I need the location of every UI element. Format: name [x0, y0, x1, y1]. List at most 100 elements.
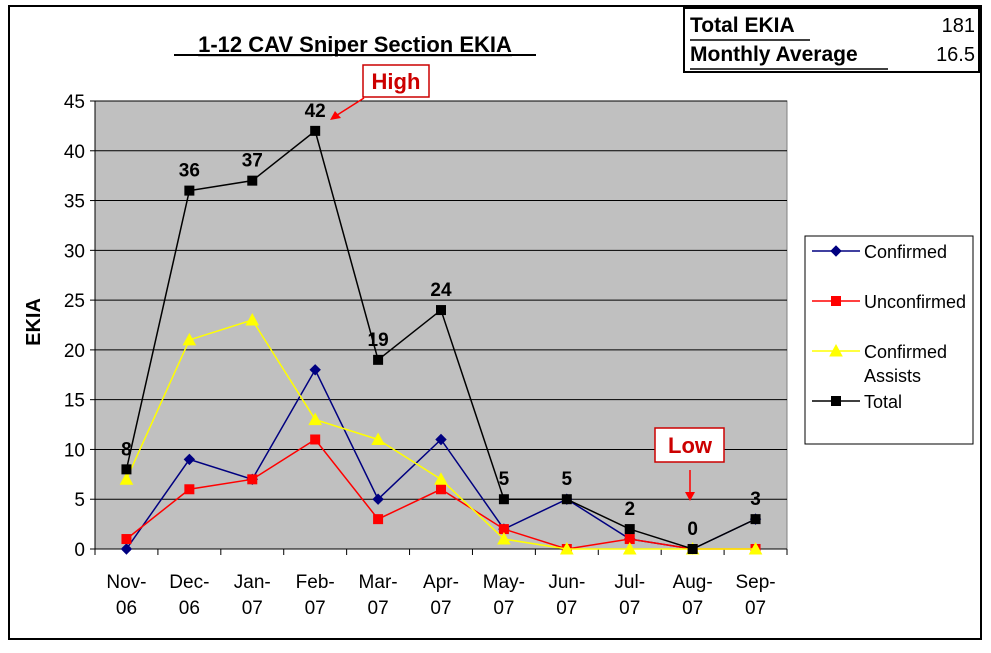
y-tick-label: 0: [74, 540, 85, 561]
legend-marker: [829, 343, 843, 357]
data-point: [687, 544, 698, 554]
data-point: [120, 543, 133, 555]
legend: [804, 235, 974, 445]
data-point: [624, 524, 635, 535]
data-point: [561, 494, 572, 505]
high-callout-arrow: [333, 97, 365, 118]
y-tick-label: 45: [64, 92, 85, 113]
legend-label: Total: [864, 392, 902, 412]
data-point: [750, 514, 761, 525]
legend-label: Unconfirmed: [864, 292, 966, 312]
data-point: [435, 433, 447, 446]
data-point: [309, 364, 321, 376]
x-tick-label: 07: [430, 598, 451, 619]
high-callout-text: High: [372, 69, 421, 94]
x-tick-label: Mar-: [359, 572, 398, 593]
x-tick-label: 07: [493, 598, 514, 619]
high-arrow-head: [330, 111, 341, 120]
x-tick-label: 07: [368, 598, 389, 619]
y-tick-label: 40: [64, 142, 85, 163]
x-tick-label: 06: [116, 598, 137, 619]
data-point: [119, 472, 134, 485]
data-point: [121, 464, 132, 475]
total-data-label: 24: [430, 280, 452, 301]
y-tick-label: 35: [64, 192, 85, 213]
data-point: [310, 434, 321, 445]
monthly-average-label: Monthly Average: [690, 43, 858, 66]
data-point: [247, 474, 258, 485]
x-tick-label: 07: [556, 598, 577, 619]
data-point: [371, 432, 385, 445]
legend-marker: [831, 296, 841, 306]
total-data-label: 5: [499, 469, 510, 490]
data-point: [183, 453, 196, 466]
x-tick-label: Sep-: [735, 572, 775, 593]
data-point: [247, 175, 258, 186]
x-tick-label: 07: [242, 598, 263, 619]
total-data-label: 5: [562, 469, 573, 490]
y-tick-label: 5: [74, 490, 85, 511]
gridlines: [95, 100, 787, 500]
monthly-average-value: 16.5: [936, 44, 975, 66]
axes: 051015202530354045Nov-06Dec-06Jan-07Feb-…: [64, 92, 788, 619]
data-point: [559, 541, 574, 555]
data-point: [184, 185, 195, 196]
x-tick-label: Jul-: [614, 572, 645, 593]
total-data-label: 42: [305, 101, 326, 122]
data-point: [498, 494, 509, 505]
legend-items: Confirmed Unconfirmed Confirmed Assists Tota…: [812, 242, 966, 412]
data-point: [436, 484, 446, 495]
total-ekia-label: Total EKIA: [690, 14, 795, 37]
x-tick-label: 07: [305, 598, 326, 619]
x-tick-label: 07: [619, 598, 640, 619]
y-tick-label: 10: [64, 440, 85, 461]
data-point: [245, 312, 260, 326]
high-callout-box: [362, 64, 430, 98]
data-point: [748, 541, 763, 555]
x-tick-label: May-: [483, 572, 525, 593]
x-tick-label: 06: [179, 598, 200, 619]
data-point: [182, 332, 197, 346]
data-point: [434, 472, 448, 485]
data-point: [372, 493, 384, 505]
y-tick-label: 15: [64, 391, 85, 412]
legend-label: Confirmed: [864, 242, 947, 262]
y-axis-label: EKIA: [23, 298, 45, 346]
x-tick-label: 07: [682, 598, 703, 619]
y-tick-label: 20: [64, 341, 85, 362]
data-point: [436, 305, 446, 316]
x-tick-label: 07: [745, 598, 766, 619]
x-tick-label: Aug-: [673, 572, 713, 593]
legend-marker: [831, 396, 841, 406]
series-total: [121, 125, 761, 554]
legend-label: Confirmed: [864, 342, 947, 362]
data-point: [373, 354, 384, 365]
x-tick-label: Jan-: [234, 572, 271, 593]
x-tick-label: Feb-: [296, 572, 335, 593]
data-point: [373, 514, 384, 525]
data-point: [497, 532, 511, 545]
x-tick-label: Apr-: [423, 572, 459, 593]
low-arrow-head: [685, 492, 695, 501]
low-callout-box: [654, 427, 725, 463]
total-data-label: 19: [368, 330, 389, 351]
total-data-label: 3: [750, 489, 761, 510]
total-data-label: 37: [242, 151, 263, 172]
legend-marker: [830, 245, 842, 257]
y-tick-label: 30: [64, 241, 85, 262]
data-point: [121, 534, 132, 545]
legend-label: Assists: [864, 366, 921, 386]
chart-title: 1-12 CAV Sniper Section EKIA: [198, 32, 512, 57]
total-data-label: 0: [687, 519, 698, 540]
y-tick-label: 25: [64, 291, 85, 312]
total-data-label: 8: [121, 439, 132, 460]
data-point: [622, 541, 637, 555]
total-data-label: 2: [624, 499, 635, 520]
low-callout-text: Low: [668, 433, 713, 458]
total-ekia-value: 181: [942, 15, 975, 37]
data-point: [310, 125, 321, 136]
data-point: [308, 412, 323, 426]
x-tick-label: Jun-: [548, 572, 585, 593]
x-tick-label: Dec-: [169, 572, 209, 593]
